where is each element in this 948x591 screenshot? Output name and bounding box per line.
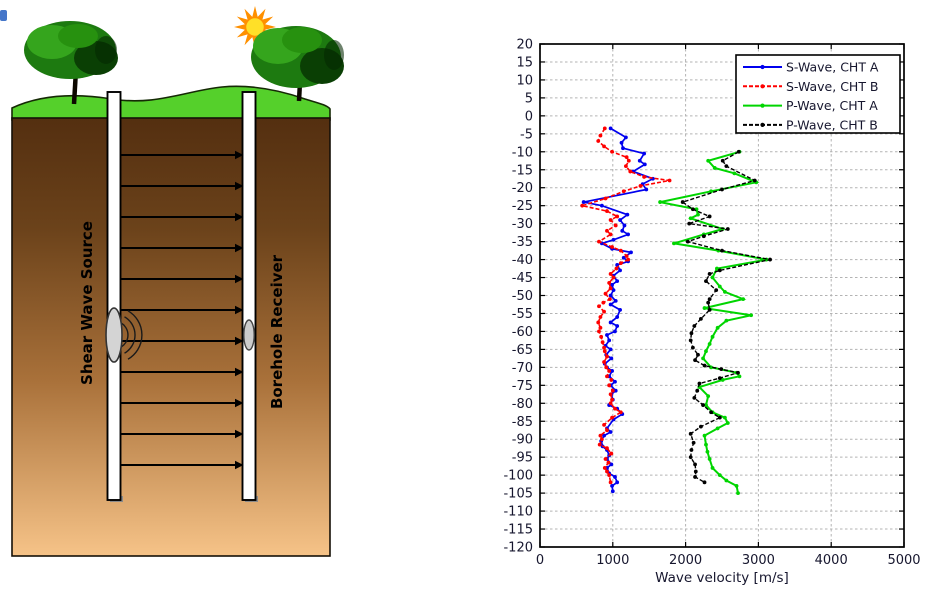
series-p-wave-cht-b: [680, 149, 772, 485]
svg-text:-50: -50: [512, 289, 533, 304]
crosshole-test-diagram: [11, 6, 344, 557]
svg-text:-55: -55: [512, 307, 533, 322]
svg-text:20: 20: [516, 38, 533, 53]
series-s-wave-cht-a: [581, 126, 655, 494]
svg-text:-85: -85: [512, 415, 533, 430]
svg-text:S-Wave, CHT B: S-Wave, CHT B: [786, 79, 879, 94]
wave-arcs-icon: [120, 310, 143, 360]
svg-text:P-Wave, CHT B: P-Wave, CHT B: [786, 117, 878, 132]
svg-text:4000: 4000: [815, 553, 848, 568]
svg-text:-20: -20: [512, 181, 533, 196]
tree-right-icon: [251, 26, 344, 102]
svg-text:-105: -105: [503, 487, 533, 502]
svg-text:5000: 5000: [887, 553, 920, 568]
tree-left-icon: [24, 21, 118, 105]
series-s-wave-cht-b: [579, 126, 672, 485]
svg-text:-30: -30: [512, 217, 533, 232]
wave-arrows: [121, 150, 244, 470]
svg-text:0: 0: [536, 553, 544, 568]
svg-text:-115: -115: [503, 523, 533, 538]
svg-text:-40: -40: [512, 253, 533, 268]
axis-ticks: 0 1000 2000 3000 4000 5000 20 15 10 5 0 -5 -10 -15 -20…: [503, 38, 920, 569]
borehole-receiver-label: Borehole Receiver: [268, 254, 286, 410]
svg-text:-25: -25: [512, 199, 533, 214]
svg-text:3000: 3000: [742, 553, 775, 568]
svg-text:-75: -75: [512, 379, 533, 394]
source-transducer: [105, 307, 123, 363]
svg-text:-15: -15: [512, 163, 533, 178]
x-axis-title: Wave velocity [m/s]: [655, 570, 789, 586]
svg-text:-110: -110: [503, 505, 533, 520]
svg-text:-5: -5: [520, 127, 533, 142]
receiver-transducer: [243, 319, 255, 351]
svg-text:15: 15: [516, 55, 533, 70]
svg-text:-80: -80: [512, 397, 533, 412]
svg-text:2000: 2000: [669, 553, 702, 568]
corner-mark: [0, 10, 7, 21]
svg-text:-60: -60: [512, 325, 533, 340]
svg-text:-120: -120: [503, 541, 533, 556]
svg-text:-45: -45: [512, 271, 533, 286]
svg-text:0: 0: [525, 109, 533, 124]
gridlines: [540, 44, 904, 547]
sun-icon: [234, 6, 276, 48]
svg-text:S-Wave, CHT A: S-Wave, CHT A: [786, 60, 879, 75]
shear-wave-source-label: Shear Wave Source: [78, 221, 96, 385]
svg-text:-35: -35: [512, 235, 533, 250]
series-p-wave-cht-a: [658, 149, 769, 496]
svg-text:-65: -65: [512, 343, 533, 358]
svg-text:10: 10: [516, 73, 533, 88]
svg-text:P-Wave, CHT A: P-Wave, CHT A: [786, 98, 878, 113]
wave-velocity-chart: 0 1000 2000 3000 4000 5000 20 15 10 5 0 -5 -10 -15 -20…: [503, 38, 920, 587]
borehole-receiver-tube: [241, 91, 257, 501]
svg-text:1000: 1000: [596, 553, 629, 568]
legend: S-Wave, CHT A S-Wave, CHT B P-Wave, CHT A P…: [735, 54, 901, 134]
svg-text:5: 5: [525, 91, 533, 106]
svg-text:-70: -70: [512, 361, 533, 376]
grass-surface: [11, 85, 331, 121]
svg-text:-90: -90: [512, 433, 533, 448]
svg-text:-10: -10: [512, 145, 533, 160]
borehole-source-tube: [106, 91, 122, 501]
svg-text:-95: -95: [512, 451, 533, 466]
svg-text:-100: -100: [503, 469, 533, 484]
soil-block: [11, 117, 331, 557]
